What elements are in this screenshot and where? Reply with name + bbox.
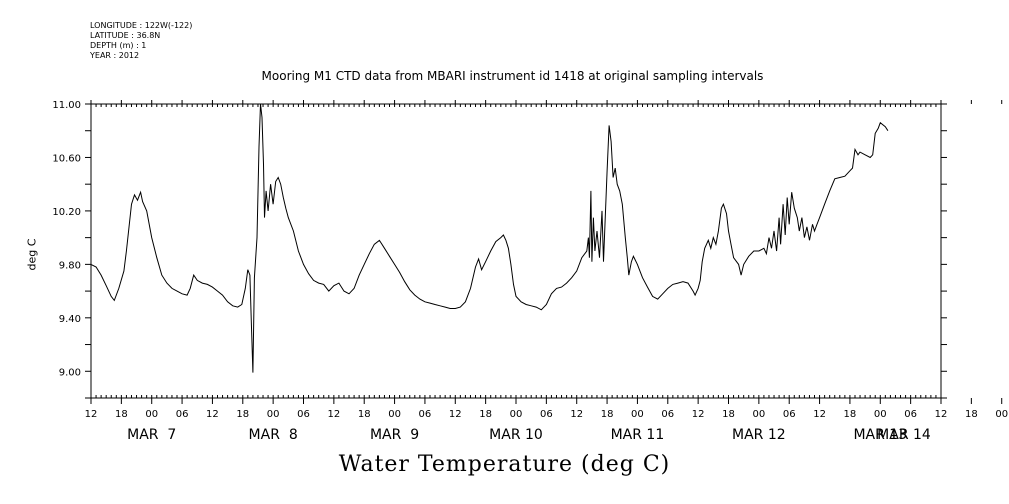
x-hour-label: 00 [388, 409, 401, 420]
x-hour-label: 06 [904, 409, 917, 420]
x-hour-label: 18 [358, 409, 371, 420]
y-tick-label: 9.40 [59, 314, 81, 325]
x-hour-label: 18 [479, 409, 492, 420]
x-hour-label: 12 [813, 409, 826, 420]
x-day-label: MAR 9 [370, 427, 419, 443]
x-hour-label: 06 [661, 409, 674, 420]
x-hour-label: 12 [570, 409, 583, 420]
longitude-label: LONGITUDE : 122W(-122) [90, 21, 193, 30]
x-hour-label: 18 [844, 409, 857, 420]
y-tick-label: 10.20 [52, 207, 81, 218]
chart-title: Mooring M1 CTD data from MBARI instrumen… [261, 69, 764, 83]
y-tick-label: 10.60 [52, 153, 81, 164]
y-tick-label: 11.00 [52, 100, 81, 111]
x-day-label: MAR 7 [127, 427, 176, 443]
x-hour-label: 06 [540, 409, 553, 420]
x-hour-label: 18 [236, 409, 249, 420]
x-day-label: MAR 10 [489, 427, 543, 443]
x-day-label: MAR 14 [877, 427, 931, 443]
x-hour-label: 00 [267, 409, 280, 420]
x-hour-label: 00 [145, 409, 158, 420]
x-day-label: MAR 8 [249, 427, 298, 443]
latitude-label: LATITUDE : 36.8N [90, 31, 161, 40]
y-axis-ticks: 9.00 9.40 9.80 10.20 10.60 11.00 [52, 100, 947, 399]
x-hour-label: 06 [297, 409, 310, 420]
x-hour-label: 12 [206, 409, 219, 420]
x-hour-label: 12 [935, 409, 948, 420]
x-hour-label: 00 [995, 409, 1008, 420]
y-tick-label: 9.80 [59, 260, 81, 271]
x-day-label: MAR 12 [732, 427, 786, 443]
mooring-metadata: LONGITUDE : 122W(-122) LATITUDE : 36.8N … [90, 21, 192, 61]
x-hour-label: 06 [783, 409, 796, 420]
x-hour-label: 00 [510, 409, 523, 420]
year-label: YEAR : 2012 [90, 51, 140, 60]
x-hour-label: 00 [631, 409, 644, 420]
x-hour-label: 00 [752, 409, 765, 420]
x-hour-label: 12 [327, 409, 340, 420]
x-hour-label: 18 [115, 409, 128, 420]
x-axis-title: Water Temperature (deg C) [338, 452, 671, 477]
x-hour-label: 18 [965, 409, 978, 420]
x-hour-label: 00 [874, 409, 887, 420]
x-hour-label: 18 [722, 409, 735, 420]
x-axis-ticks: 12 18 00 06 12 18 00 06 12 18 00 06 12 18 00 06 12 18 00 06… [85, 100, 1008, 443]
water-temperature-line [90, 103, 889, 373]
y-tick-label: 9.00 [59, 367, 81, 378]
x-day-label: MAR 13 [853, 427, 907, 443]
minor-ticks [90, 104, 942, 398]
x-hour-label: 12 [692, 409, 705, 420]
x-hour-label: 06 [176, 409, 189, 420]
x-day-label: MAR 11 [611, 427, 665, 443]
x-hour-label: 12 [85, 409, 98, 420]
x-hour-label: 12 [449, 409, 462, 420]
plot-frame [90, 103, 942, 399]
x-hour-label: 06 [419, 409, 432, 420]
depth-label: DEPTH (m) : 1 [90, 41, 147, 50]
x-hour-label: 18 [601, 409, 614, 420]
